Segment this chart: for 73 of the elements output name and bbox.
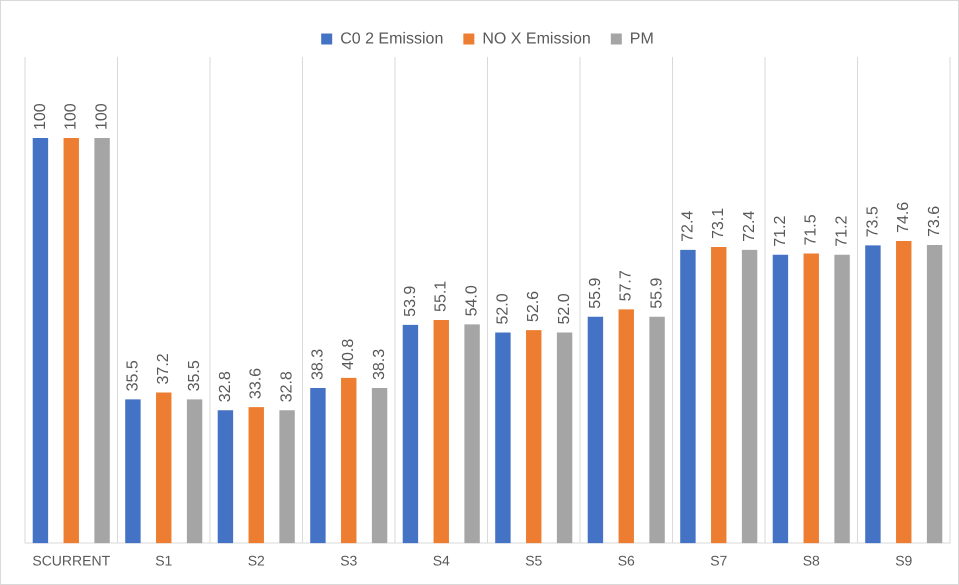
x-tick-label: S7 (710, 552, 728, 568)
data-label: 54.0 (463, 285, 480, 316)
data-label: 71.2 (833, 215, 850, 247)
bar (896, 240, 912, 544)
data-label: 40.8 (340, 338, 358, 370)
bar (711, 247, 726, 544)
data-label: 38.3 (370, 348, 388, 380)
bar (402, 324, 418, 544)
data-label: 100 (32, 103, 49, 130)
bar (310, 388, 326, 544)
x-tick-label: S6 (618, 552, 636, 568)
bar (865, 245, 881, 544)
x-tick-label: S2 (248, 552, 266, 568)
data-label: 71.2 (772, 215, 789, 247)
bar (248, 407, 264, 544)
data-label: 73.5 (864, 206, 882, 238)
bar (64, 138, 79, 544)
x-tick-label: S3 (340, 552, 358, 568)
x-tick-label: S9 (895, 552, 913, 568)
bar (618, 309, 634, 544)
data-label: 37.2 (155, 353, 172, 384)
bar (926, 245, 942, 544)
legend-label: NO X Emission (482, 30, 591, 48)
legend-label: C0 2 Emission (340, 30, 444, 48)
data-label: 52.0 (556, 293, 573, 325)
data-label: 73.1 (710, 208, 728, 240)
data-label: 35.5 (186, 360, 203, 392)
data-label: 100 (62, 103, 80, 130)
bar (32, 138, 48, 544)
bar (556, 332, 572, 544)
data-label: 32.8 (278, 371, 296, 402)
bar (125, 399, 141, 544)
data-label: 32.8 (216, 371, 234, 402)
data-label: 52.6 (525, 290, 542, 322)
data-label: 35.5 (124, 360, 142, 392)
bar (680, 250, 696, 544)
data-label: 72.4 (679, 210, 696, 242)
bar (804, 254, 819, 544)
data-label: 38.3 (309, 348, 326, 380)
legend-label: PM (630, 30, 654, 48)
x-tick-label: S8 (802, 552, 820, 568)
data-label: 100 (93, 103, 110, 130)
bar (464, 324, 480, 544)
bar (772, 254, 788, 544)
bar (156, 392, 172, 544)
bar (649, 316, 665, 544)
data-label: 52.0 (494, 293, 512, 325)
data-label: 33.6 (248, 368, 265, 400)
x-tick-label: S5 (525, 552, 543, 568)
data-label: 55.9 (586, 277, 604, 309)
bar (742, 250, 758, 544)
data-label: 73.6 (926, 206, 943, 237)
x-tick-label: SCURRENT (32, 552, 111, 568)
data-label: 71.5 (802, 214, 820, 246)
x-tick-label: S4 (432, 552, 450, 568)
bar (434, 320, 449, 544)
data-label: 55.1 (432, 280, 450, 312)
bar (495, 332, 511, 544)
bar (372, 388, 388, 544)
x-tick-label: S1 (155, 552, 173, 568)
bar (341, 378, 356, 544)
bar (588, 316, 604, 544)
bar (186, 399, 202, 544)
data-label: 74.6 (895, 202, 912, 233)
data-label: 55.9 (648, 277, 666, 309)
bar (94, 138, 110, 544)
data-label: 72.4 (740, 210, 758, 242)
bar (526, 330, 542, 544)
bar (218, 410, 234, 544)
bar (834, 254, 850, 544)
data-label: 53.9 (402, 286, 419, 317)
bar (279, 410, 295, 544)
data-label: 57.7 (618, 270, 635, 302)
